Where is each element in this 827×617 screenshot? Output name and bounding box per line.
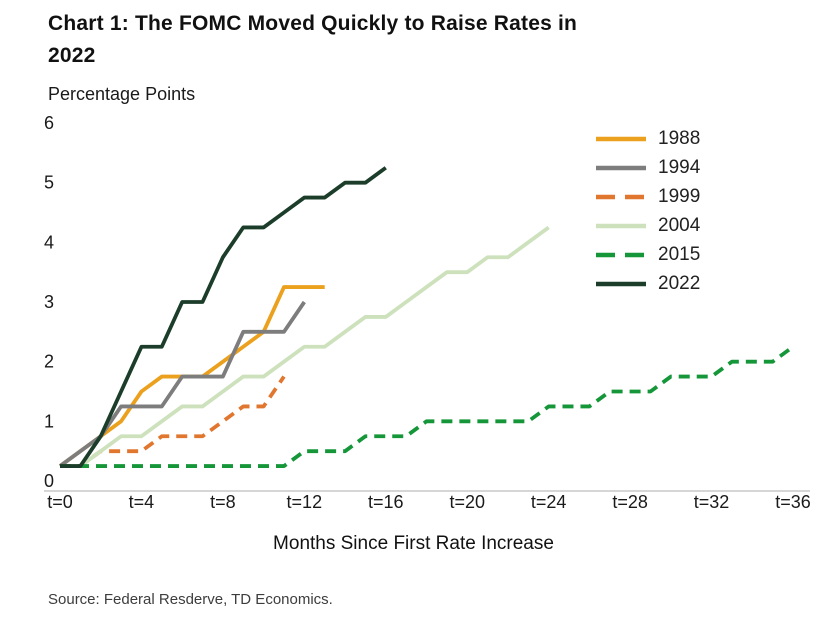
legend-label-2004: 2004 [658,214,701,236]
x-tick-label: t=4 [129,492,155,512]
y-tick-label: 3 [44,292,54,312]
x-axis-title: Months Since First Rate Increase [273,533,554,554]
x-tick-label: t=0 [47,492,73,512]
y-axis-title: Percentage Points [48,84,196,104]
legend-swatch-1999 [596,194,646,199]
x-tick-label: t=8 [210,492,236,512]
chart-svg: 0 1 2 3 4 5 6 t=0 t=4 t=8 t=12 t=16 t=20 t=24 t=28 t=32… [44,113,811,512]
series-line-2015 [60,345,795,468]
legend-label-2022: 2022 [658,272,701,294]
legend-item-1994: 1994 [596,157,700,178]
y-tick-label: 5 [44,173,54,193]
legend-label-1999: 1999 [658,185,701,207]
x-tick-label: t=36 [775,492,811,512]
legend: 1988 1994 1999 2004 2015 2022 [596,128,700,302]
x-tick-label: t=12 [287,492,323,512]
y-tick-label: 4 [44,232,54,252]
legend-label-2015: 2015 [658,243,701,265]
y-tick-label: 6 [44,113,54,133]
legend-item-2015: 2015 [596,244,700,265]
x-tick-label: t=16 [368,492,404,512]
source-note: Source: Federal Resderve, TD Economics. [48,591,333,608]
legend-label-1994: 1994 [658,156,701,178]
x-tick-label: t=32 [694,492,730,512]
legend-label-1988: 1988 [658,127,701,149]
legend-swatch-2022 [596,281,646,286]
series-line-2022 [60,166,387,468]
x-tick-label: t=20 [449,492,485,512]
legend-item-1999: 1999 [596,186,700,207]
y-tick-label: 0 [44,471,54,491]
x-tick-label: t=28 [612,492,648,512]
chart-title-line2: 2022 [48,43,96,67]
legend-swatch-2004 [596,223,646,228]
y-tick-label: 2 [44,352,54,372]
x-tick-label: t=24 [531,492,567,512]
chart-title-line1: Chart 1: The FOMC Moved Quickly to Raise… [48,12,578,35]
legend-item-2022: 2022 [596,273,700,294]
legend-swatch-2015 [596,252,646,257]
y-tick-label: 1 [44,411,54,431]
legend-swatch-1988 [596,136,646,141]
chart-title: Chart 1: The FOMC Moved Quickly to Raise… [48,8,577,71]
legend-item-2004: 2004 [596,215,700,236]
series-line-2004 [60,225,550,468]
legend-swatch-1994 [596,165,646,170]
legend-item-1988: 1988 [596,128,700,149]
